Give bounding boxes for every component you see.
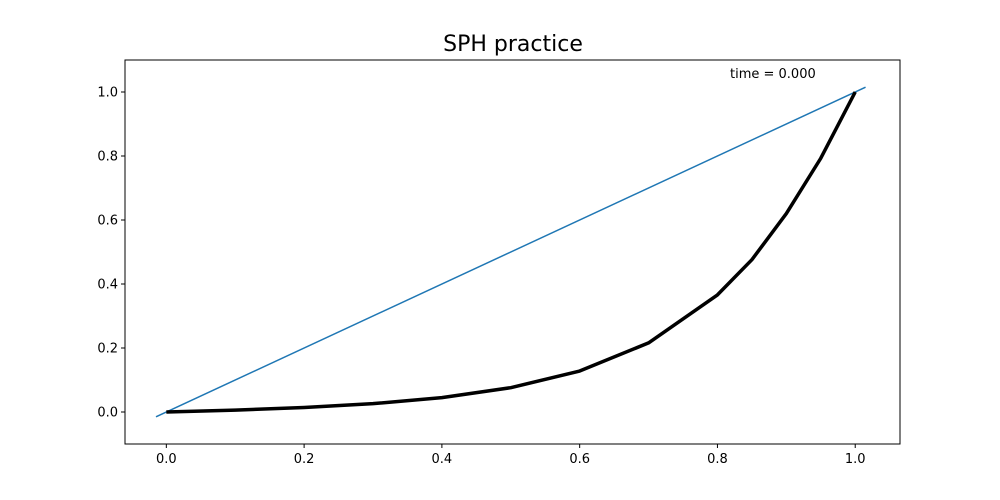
plot-area (155, 86, 866, 418)
y-tick-label: 0.2 (97, 342, 118, 357)
x-tick-label: 0.6 (569, 452, 590, 467)
chart-title: SPH practice (443, 32, 583, 57)
y-tick-label: 0.0 (97, 406, 118, 421)
x-tick-label: 0.2 (294, 452, 315, 467)
series-line-1 (155, 86, 866, 418)
y-tick-label: 0.4 (97, 278, 118, 293)
axes-frame (124, 59, 901, 445)
y-tick-label: 0.8 (97, 150, 118, 165)
y-axis: 0.0 0.2 0.4 0.6 0.8 1.0 (97, 86, 125, 421)
x-tick-label: 0.8 (707, 452, 728, 467)
y-tick-label: 0.6 (97, 214, 118, 229)
x-axis: 0.0 0.2 0.4 0.6 0.8 1.0 (156, 444, 866, 467)
x-tick-label: 0.4 (432, 452, 453, 467)
x-tick-label: 1.0 (845, 452, 866, 467)
y-tick-label: 1.0 (97, 86, 118, 101)
series-line-2 (166, 91, 857, 414)
time-annotation: time = 0.000 (730, 67, 816, 82)
x-tick-label: 0.0 (156, 452, 177, 467)
